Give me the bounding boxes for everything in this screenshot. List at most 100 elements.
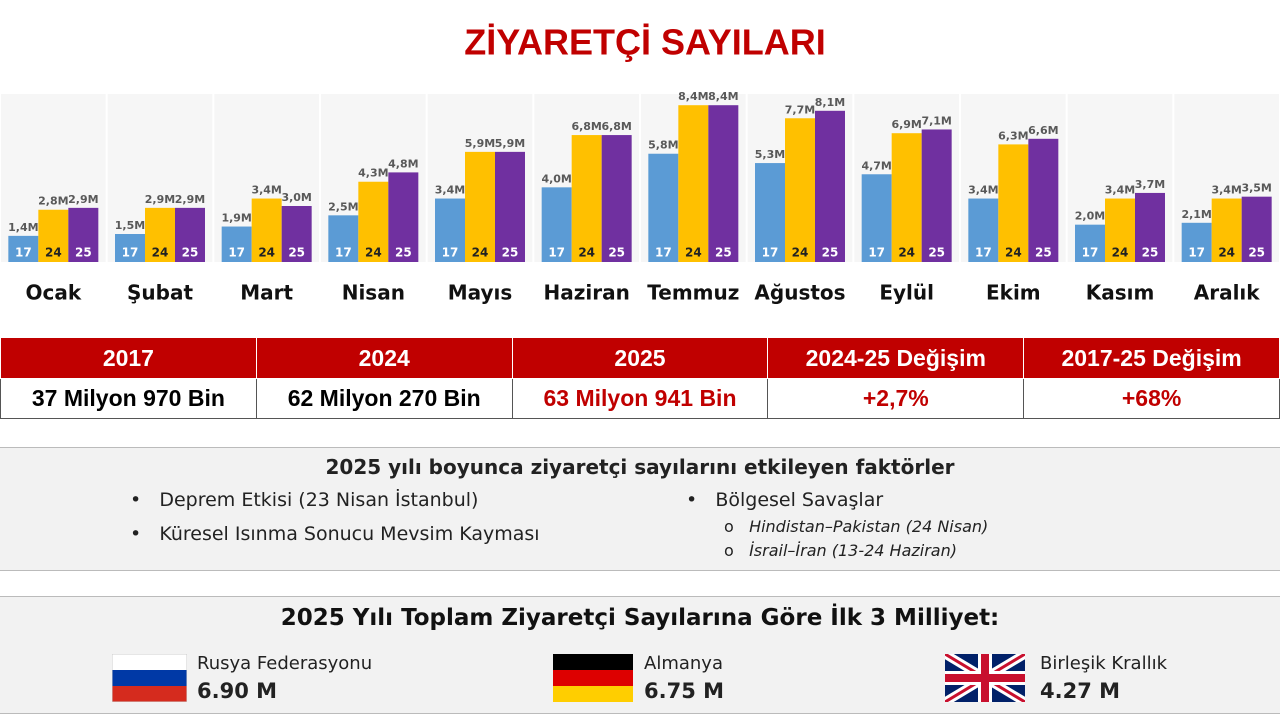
- value-label: 4,7M: [861, 159, 891, 172]
- value-label: 2,0M: [1075, 210, 1105, 223]
- bar: [328, 215, 359, 262]
- factors-title: 2025 yılı boyunca ziyaretçi sayılarını e…: [325, 455, 955, 479]
- bar: [861, 174, 892, 262]
- nation-value: 6.90 M: [197, 679, 278, 703]
- nationalities-title: 2025 Yılı Toplam Ziyaretçi Sayılarına Gö…: [280, 605, 1000, 631]
- flag-germany: [553, 654, 633, 702]
- nation-value: 4.27 M: [1040, 679, 1121, 703]
- bar: [495, 151, 525, 262]
- sub-bullet-text: İsrail–İran (13-24 Haziran): [749, 541, 957, 560]
- bullet: • Bölgesel Savaşlar: [686, 489, 884, 511]
- bar: [601, 135, 632, 262]
- x-tick-label: Ekim: [986, 281, 1041, 305]
- nation-name: Almanya: [644, 653, 723, 674]
- x-tick-label: Ağustos: [754, 281, 845, 305]
- x-tick-label: Kasım: [1086, 281, 1155, 305]
- bar: [678, 105, 709, 262]
- bar: [221, 226, 252, 262]
- value-label: 3,0M: [281, 191, 311, 204]
- value-label: 3,5M: [1241, 182, 1271, 195]
- value-label: 3,4M: [435, 184, 465, 197]
- value-label: 3,7M: [1135, 178, 1165, 191]
- series-label: 24: [472, 246, 489, 260]
- x-tick-label: Mart: [240, 281, 293, 305]
- summary-table: 2017 2024 2025 2024-25 Değişim 2017-25 D…: [0, 337, 1280, 419]
- data-row: 37 Milyon 970 Bin 62 Milyon 270 Bin 63 M…: [0, 378, 1280, 419]
- series-label: 25: [75, 246, 92, 260]
- sub-bullet: o İsrail–İran (13-24 Haziran): [724, 541, 957, 560]
- sub-bullet: o Hindistan–Pakistan (24 Nisan): [724, 517, 989, 536]
- bar: [8, 235, 39, 262]
- x-tick-label: Haziran: [544, 281, 630, 305]
- bar: [435, 198, 465, 262]
- sub-bullet-text: Hindistan–Pakistan (24 Nisan): [749, 517, 989, 536]
- bar: [358, 181, 389, 262]
- value-label: 7,1M: [921, 114, 951, 127]
- series-label: 17: [975, 246, 992, 260]
- bullet: • Deprem Etkisi (23 Nisan İstanbul): [130, 489, 479, 511]
- value-label: 6,6M: [1028, 124, 1058, 137]
- value-label: 2,8M: [38, 195, 68, 208]
- bar: [115, 234, 145, 262]
- value-label: 3,4M: [251, 184, 281, 197]
- value-label: 2,9M: [175, 193, 205, 206]
- header-row: 2017 2024 2025 2024-25 Değişim 2017-25 D…: [0, 337, 1280, 379]
- x-tick-label: Eylül: [879, 281, 934, 305]
- bar: [38, 209, 69, 262]
- value-label: 4,3M: [358, 167, 388, 180]
- flag-russia: [112, 654, 187, 702]
- x-tick-label: Mayıs: [448, 281, 513, 305]
- cell: +68%: [1023, 378, 1280, 419]
- bullet-text: Küresel Isınma Sonucu Mevsim Kayması: [159, 523, 540, 545]
- bullet-text: Bölgesel Savaşlar: [715, 489, 884, 511]
- series-label: 24: [792, 246, 809, 260]
- bar: [755, 163, 785, 262]
- bar: [251, 198, 282, 262]
- value-label: 8,4M: [678, 90, 708, 103]
- value-label: 5,9M: [465, 137, 495, 150]
- value-label: 2,9M: [68, 193, 98, 206]
- bar: [571, 135, 602, 262]
- bar: [998, 144, 1029, 262]
- series-label: 24: [685, 246, 702, 260]
- series-label: 25: [395, 246, 412, 260]
- value-label: 1,5M: [115, 219, 145, 232]
- series-label: 25: [182, 246, 199, 260]
- factors-box: 2025 yılı boyunca ziyaretçi sayılarını e…: [0, 447, 1280, 571]
- value-label: 2,9M: [145, 193, 175, 206]
- header-cell: 2017-25 Değişim: [1023, 337, 1280, 379]
- cell: 63 Milyon 941 Bin: [511, 378, 769, 419]
- series-label: 25: [502, 246, 519, 260]
- series-label: 17: [335, 246, 352, 260]
- series-label: 24: [152, 246, 169, 260]
- series-label: 24: [1112, 246, 1129, 260]
- bar: [1211, 198, 1242, 262]
- bar: [815, 110, 845, 262]
- bar: [648, 153, 679, 262]
- series-label: 25: [1035, 246, 1052, 260]
- value-label: 5,8M: [648, 139, 678, 152]
- series-label: 24: [898, 246, 915, 260]
- x-tick-label: Şubat: [127, 281, 193, 305]
- value-label: 4,8M: [388, 157, 418, 170]
- bar: [1181, 222, 1212, 262]
- bar: [145, 207, 175, 262]
- bar: [891, 133, 922, 262]
- series-label: 24: [578, 246, 595, 260]
- x-tick-label: Temmuz: [647, 281, 739, 305]
- series-label: 17: [1188, 246, 1205, 260]
- series-label: 17: [762, 246, 779, 260]
- bar: [708, 105, 739, 262]
- series-label: 17: [1082, 246, 1099, 260]
- series-label: 17: [548, 246, 565, 260]
- bar: [1241, 196, 1272, 262]
- cell: 62 Milyon 270 Bin: [255, 378, 513, 419]
- series-label: 17: [868, 246, 885, 260]
- bar: [1105, 198, 1135, 262]
- value-label: 8,1M: [815, 96, 845, 109]
- x-tick-label: Nisan: [342, 281, 405, 305]
- value-label: 5,9M: [495, 137, 525, 150]
- value-label: 2,1M: [1181, 208, 1211, 221]
- header-cell: 2025: [511, 337, 769, 379]
- series-label: 25: [288, 246, 305, 260]
